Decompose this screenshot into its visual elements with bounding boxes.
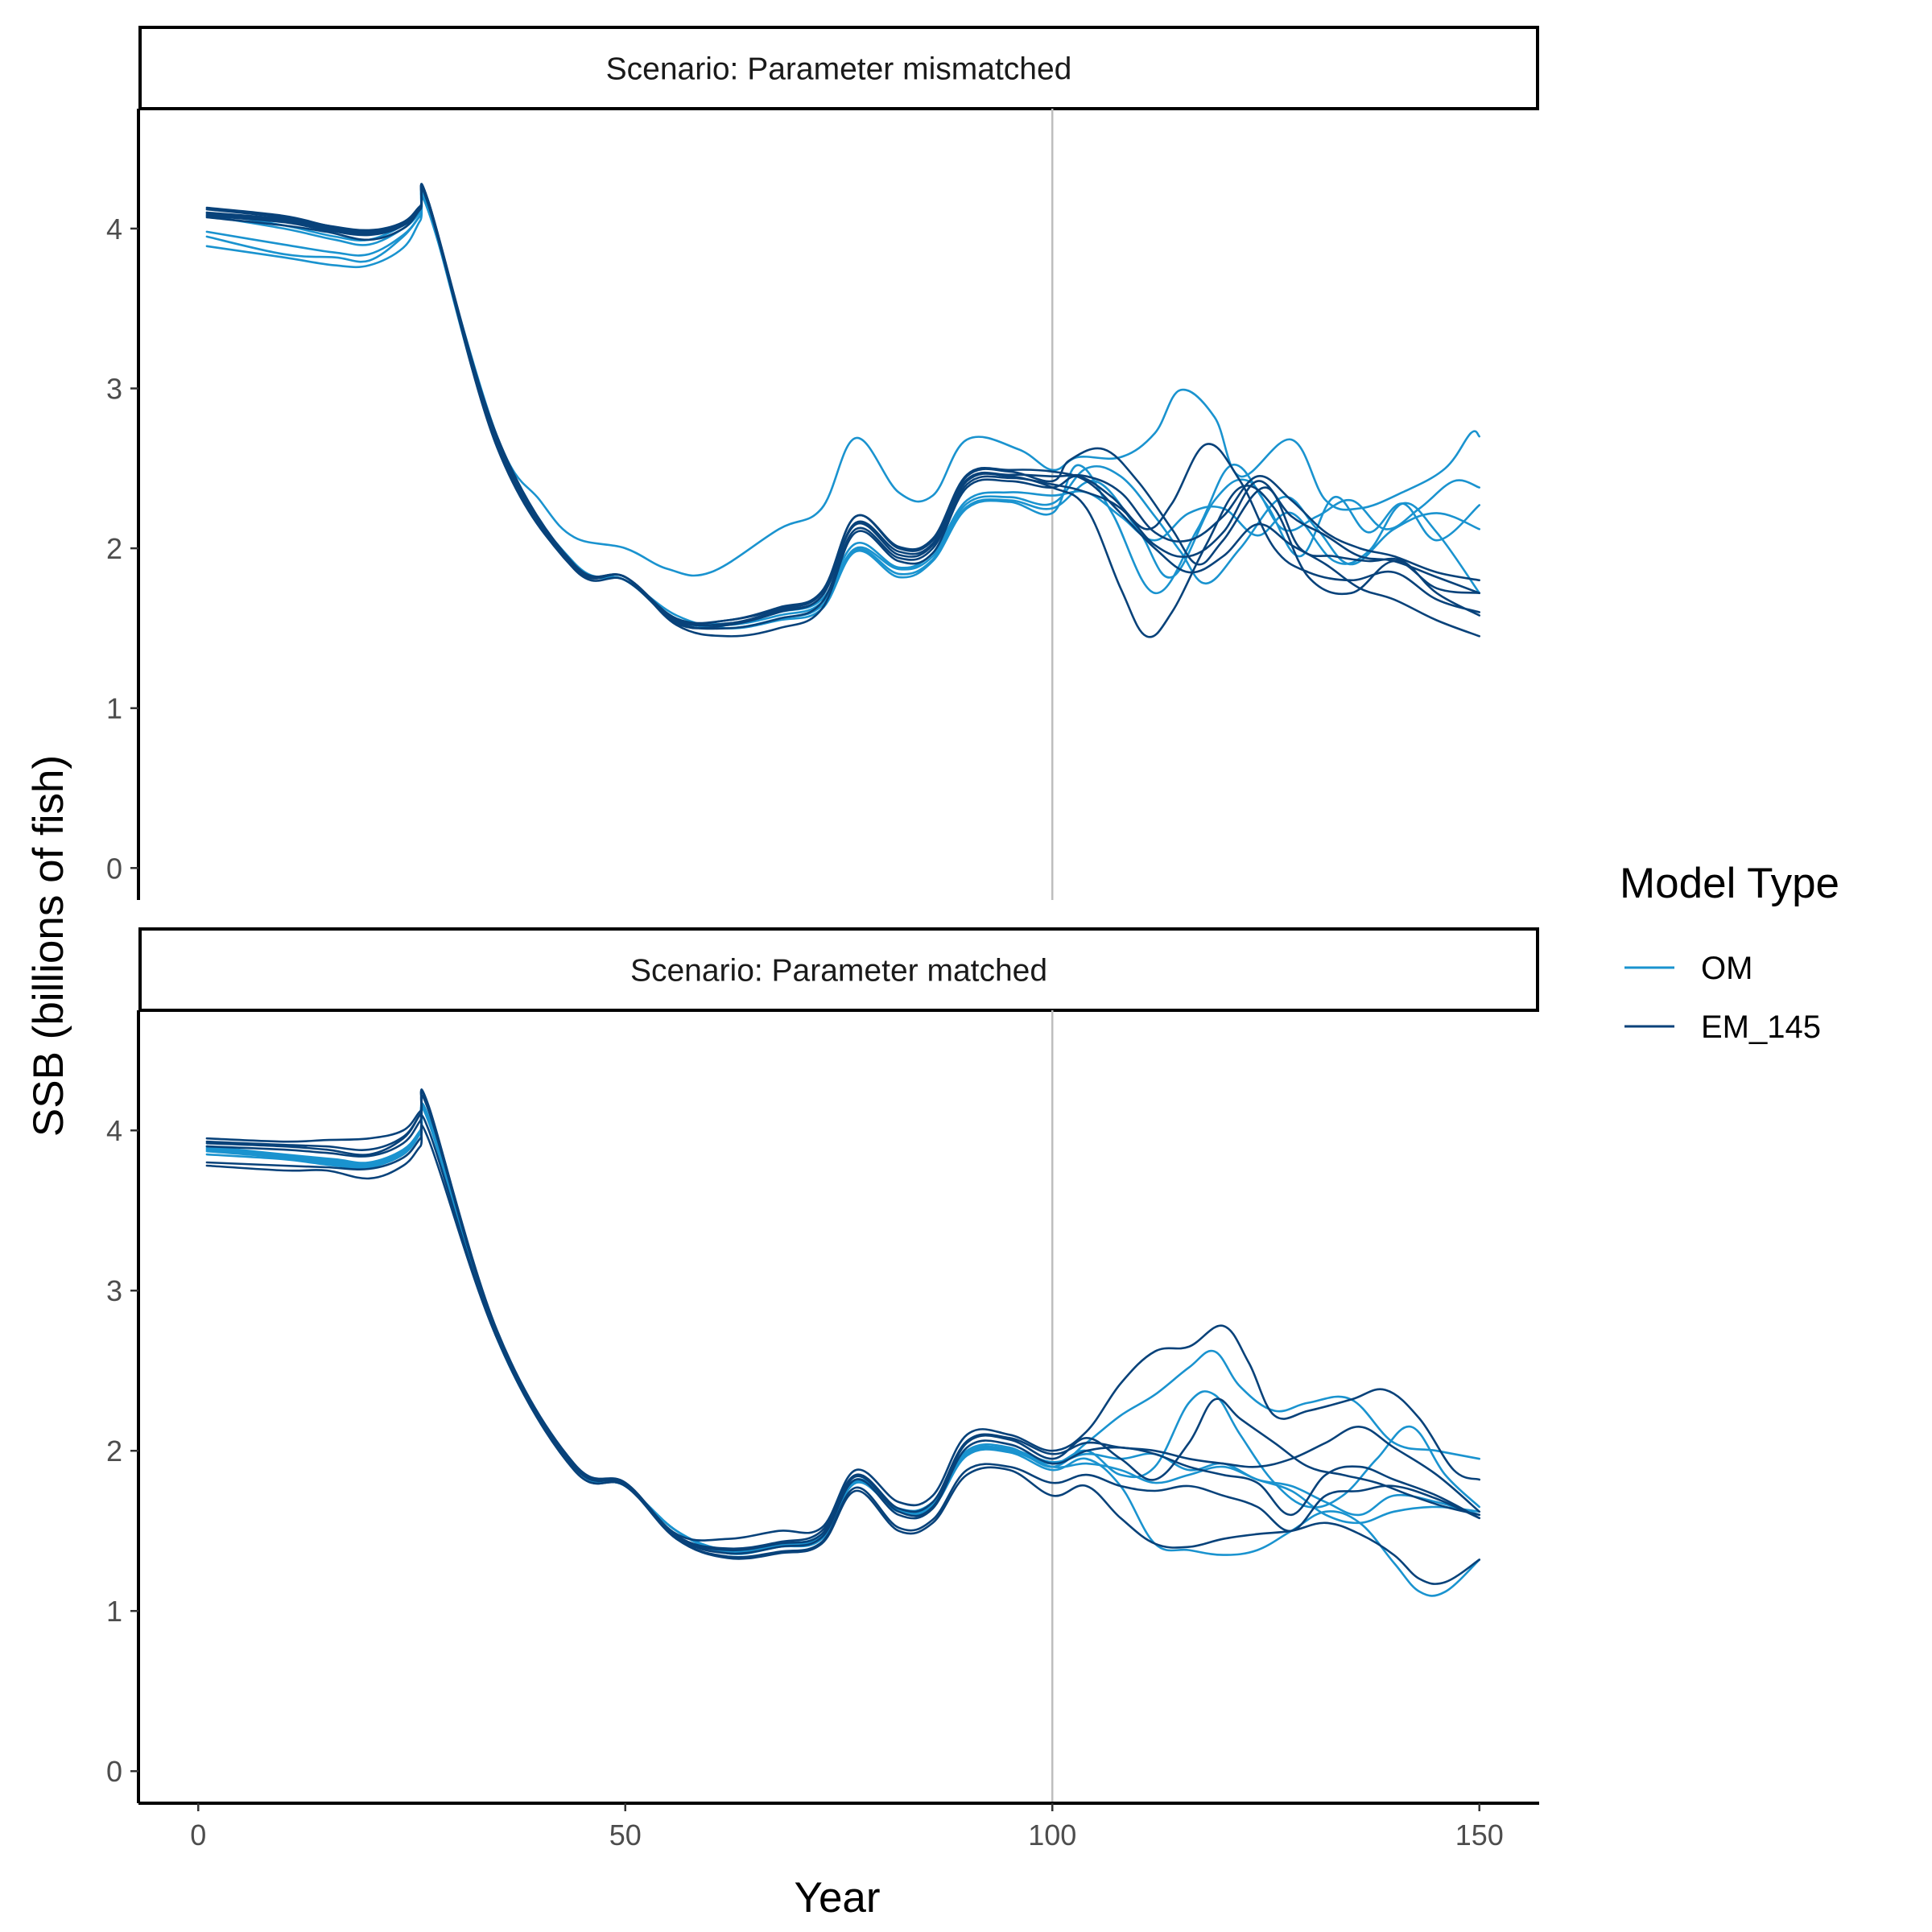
series-group: [205, 183, 1480, 638]
y-tick-label: 1: [106, 1595, 122, 1628]
x-tick-label: 50: [609, 1818, 642, 1852]
series-line-em-145-11: [205, 183, 1480, 638]
y-tick-label: 0: [106, 852, 122, 885]
y-tick-label: 2: [106, 532, 122, 565]
legend-label-om: OM: [1701, 951, 1752, 986]
series-line-em-145-9: [205, 1114, 1480, 1558]
legend-item-em-145: EM_145: [1624, 1009, 1821, 1045]
y-tick-label: 2: [106, 1435, 122, 1468]
y-tick-label: 3: [106, 373, 122, 406]
x-axis-title: Year: [794, 1874, 880, 1922]
x-tick-label: 100: [1028, 1818, 1076, 1852]
y-tick-label: 1: [106, 692, 122, 725]
panel-strip-label: Scenario: Parameter matched: [630, 954, 1047, 989]
x-tick-label: 150: [1455, 1818, 1504, 1852]
legend-item-om: OM: [1624, 951, 1752, 986]
panel-strip: [138, 26, 1539, 110]
panel-strip-label: Scenario: Parameter mismatched: [606, 52, 1072, 87]
y-tick-label: 3: [106, 1274, 122, 1307]
y-tick-label: 0: [106, 1755, 122, 1788]
series-line-em-145-11: [205, 1090, 1480, 1550]
panel-2: Scenario: Parameter matched 0 1 2 3 4 0 50 100 15…: [106, 927, 1539, 1852]
x-tick-label: 0: [190, 1818, 206, 1852]
panels: Scenario: Parameter mismatched01234Scena…: [106, 26, 1539, 1852]
panel-1: Scenario: Parameter mismatched 0 1 2 3 4: [106, 26, 1539, 900]
series-group: [205, 1088, 1480, 1597]
y-tick-label: 4: [106, 1114, 122, 1147]
legend-title: Model Type: [1620, 860, 1839, 907]
legend: Model Type OM EM_145: [1620, 860, 1839, 1045]
legend-label-em-145: EM_145: [1701, 1009, 1821, 1045]
y-tick-label: 4: [106, 213, 122, 246]
y-axis-title: SSB (billions of fish): [25, 755, 72, 1137]
panel-strip: [138, 927, 1539, 1012]
